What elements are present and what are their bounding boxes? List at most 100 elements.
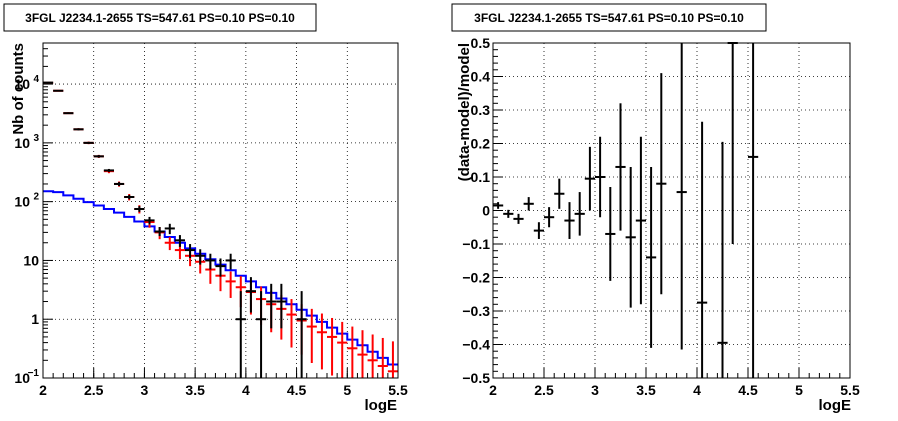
residual-series bbox=[493, 42, 759, 378]
counts-title-box bbox=[3, 3, 317, 32]
residual-point bbox=[625, 166, 636, 308]
counts-y-tick-label: 10 bbox=[14, 370, 30, 386]
counts-plot-frame bbox=[42, 42, 399, 379]
counts-x-tick-label: 3 bbox=[141, 382, 149, 398]
data-point bbox=[276, 283, 287, 329]
residual-point bbox=[697, 121, 708, 378]
counts-y-tick-label: 1 bbox=[31, 311, 39, 327]
residual-y-tick-label: −0.3 bbox=[462, 303, 490, 319]
data-point bbox=[164, 223, 175, 235]
residual-axes: 2 2.5 3 3.5 4 4.5 5 5.5 −0.5 −0.4 −0.3 −0.2 −0.1 0 0.1… bbox=[462, 35, 860, 398]
residual-point bbox=[646, 166, 657, 348]
counts-y-tick-label: 10 bbox=[14, 194, 30, 210]
counts-x-tick-label: 2 bbox=[39, 382, 47, 398]
counts-y-tick-exponent: 3 bbox=[33, 133, 39, 144]
counts-y-tick-label: 10 bbox=[14, 135, 30, 151]
counts-grid bbox=[43, 43, 398, 378]
data-point bbox=[245, 277, 256, 313]
residual-point bbox=[635, 136, 646, 305]
residual-y-tick-label: 0 bbox=[482, 203, 490, 219]
data-point bbox=[235, 291, 246, 378]
residual-plot-frame bbox=[492, 42, 851, 379]
counts-y-tick-exponent: 4 bbox=[33, 74, 39, 85]
data-point bbox=[114, 182, 125, 186]
residual-point bbox=[717, 141, 728, 378]
residual-y-tick-label: 0.4 bbox=[471, 69, 491, 85]
data-point bbox=[205, 253, 216, 270]
residual-point bbox=[656, 73, 667, 295]
counts-x-tick-label: 5 bbox=[343, 382, 351, 398]
residual-point bbox=[574, 192, 585, 236]
data-point bbox=[93, 155, 104, 158]
residual-point bbox=[554, 178, 565, 209]
model-point bbox=[316, 313, 327, 370]
data-point bbox=[154, 227, 165, 237]
residual-point bbox=[564, 202, 575, 239]
data-point bbox=[43, 81, 54, 84]
residual-grid bbox=[493, 43, 850, 378]
model-point bbox=[387, 341, 398, 378]
residual-x-tick-label: 2 bbox=[489, 382, 497, 398]
counts-x-tick-label: 2.5 bbox=[84, 382, 104, 398]
residual-x-tick-label: 2.5 bbox=[534, 382, 554, 398]
data-point bbox=[134, 206, 145, 212]
counts-panel: 3FGL J2234.1-2655 TS=547.61 PS=0.10 PS=0… bbox=[3, 3, 408, 414]
model-point bbox=[357, 330, 368, 378]
residual-point bbox=[615, 103, 626, 231]
model-point bbox=[337, 321, 348, 378]
data-point bbox=[103, 168, 114, 172]
data-point bbox=[185, 244, 196, 259]
residual-y-tick-label: 0.1 bbox=[471, 169, 491, 185]
residual-x-tick-label: 5.5 bbox=[840, 382, 860, 398]
counts-y-tick-exponent: −1 bbox=[28, 368, 40, 379]
residual-point bbox=[493, 202, 504, 209]
residual-point bbox=[544, 207, 555, 228]
residual-x-tick-label: 3.5 bbox=[636, 382, 656, 398]
residual-y-tick-label: 0.5 bbox=[471, 35, 491, 51]
data-point bbox=[266, 283, 277, 329]
data-point bbox=[144, 216, 155, 225]
residual-x-tick-label: 4.5 bbox=[738, 382, 758, 398]
model-point bbox=[306, 308, 317, 363]
model-point bbox=[225, 271, 236, 298]
residual-point bbox=[605, 187, 616, 281]
data-point bbox=[225, 253, 236, 270]
residual-y-tick-label: −0.1 bbox=[462, 236, 490, 252]
counts-y-tick-label: 10 bbox=[23, 252, 39, 268]
residual-y-tick-label: −0.5 bbox=[462, 370, 490, 386]
counts-ylabel: Nb of counts bbox=[10, 43, 27, 135]
residual-x-tick-label: 4 bbox=[693, 382, 701, 398]
residual-point bbox=[584, 146, 595, 211]
data-point bbox=[174, 235, 185, 247]
residual-point bbox=[748, 43, 759, 378]
data-point bbox=[124, 194, 135, 200]
counts-x-tick-label: 3.5 bbox=[185, 382, 205, 398]
model-point bbox=[347, 326, 358, 378]
residual-ylabel: (data-model)/model bbox=[456, 43, 473, 181]
model-point bbox=[327, 317, 338, 376]
residual-title-box bbox=[451, 3, 767, 32]
counts-x-tick-label: 4 bbox=[242, 382, 250, 398]
model-point bbox=[286, 299, 297, 348]
counts-y-tick-exponent: 2 bbox=[33, 192, 39, 203]
data-point bbox=[256, 291, 267, 378]
residual-point bbox=[513, 213, 524, 224]
data-point bbox=[53, 89, 64, 92]
residual-xlabel: logE bbox=[819, 397, 852, 414]
data-point bbox=[215, 258, 226, 277]
data-point bbox=[73, 128, 84, 131]
data-point bbox=[195, 249, 206, 265]
data-point bbox=[296, 291, 307, 378]
residual-point bbox=[523, 197, 534, 211]
counts-x-tick-label: 5.5 bbox=[388, 382, 408, 398]
model-point bbox=[164, 237, 175, 251]
counts-xlabel: logE bbox=[365, 397, 398, 414]
counts-x-tick-label: 4.5 bbox=[287, 382, 307, 398]
residual-x-tick-label: 5 bbox=[795, 382, 803, 398]
residual-y-tick-label: 0.3 bbox=[471, 102, 491, 118]
model-point bbox=[377, 337, 388, 378]
residual-y-tick-label: 0.2 bbox=[471, 136, 491, 152]
